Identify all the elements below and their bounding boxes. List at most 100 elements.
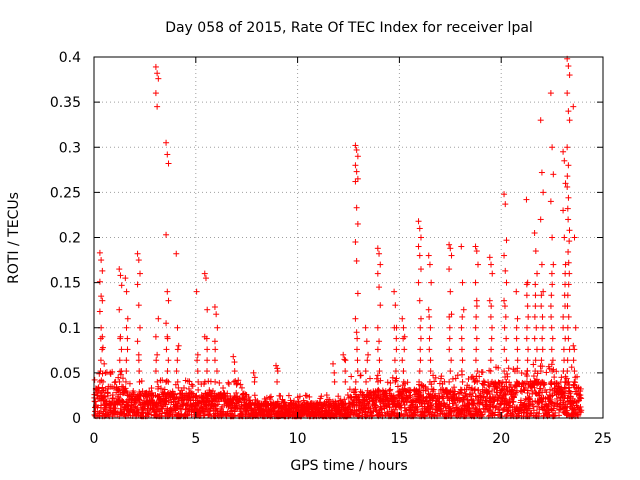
data-point — [425, 306, 432, 313]
data-point — [549, 144, 556, 151]
data-point — [564, 144, 571, 151]
data-point — [417, 315, 424, 322]
data-point — [204, 357, 211, 364]
data-point — [565, 313, 572, 320]
data-point — [123, 288, 130, 295]
data-point — [560, 148, 567, 155]
data-point — [172, 398, 179, 405]
data-point — [539, 313, 546, 320]
data-point — [172, 407, 179, 414]
data-point — [194, 399, 201, 406]
data-point — [274, 368, 281, 375]
data-point — [224, 390, 231, 397]
data-point — [204, 346, 211, 353]
data-point — [473, 346, 480, 353]
data-point — [101, 393, 108, 400]
data-point — [571, 234, 578, 241]
data-point — [97, 357, 104, 364]
x-tick-labels: 0 5 10 15 20 25 — [90, 431, 612, 447]
data-point — [523, 335, 530, 342]
data-point — [417, 234, 424, 241]
data-point — [274, 378, 281, 385]
data-point — [164, 368, 171, 375]
data-point — [565, 248, 572, 255]
data-point — [384, 379, 391, 386]
data-point — [163, 346, 170, 353]
data-point — [538, 261, 545, 268]
data-point — [135, 302, 142, 309]
data-point — [194, 357, 201, 364]
data-point — [502, 313, 509, 320]
data-point — [459, 279, 466, 286]
data-point — [417, 335, 424, 342]
data-point — [111, 385, 118, 392]
data-point — [135, 357, 142, 364]
data-point — [566, 270, 573, 277]
data-point — [340, 351, 347, 358]
data-point — [202, 275, 209, 282]
data-point — [393, 346, 400, 353]
data-point — [547, 303, 554, 310]
data-point — [211, 357, 218, 364]
data-point — [489, 270, 496, 277]
data-point — [417, 324, 424, 331]
data-point — [523, 292, 530, 299]
data-point — [548, 324, 555, 331]
data-point — [326, 396, 333, 403]
data-point — [417, 266, 424, 273]
data-point — [549, 335, 556, 342]
data-point — [353, 346, 360, 353]
data-point — [152, 402, 159, 409]
x-axis-label: GPS time / hours — [290, 458, 407, 474]
data-point — [94, 392, 101, 399]
data-point — [159, 377, 166, 384]
data-point — [374, 270, 381, 277]
data-point — [152, 90, 159, 97]
data-point — [472, 279, 479, 286]
data-point — [473, 335, 480, 342]
data-point — [501, 297, 508, 304]
data-point — [214, 401, 221, 408]
data-point — [399, 357, 406, 364]
data-point — [391, 357, 398, 364]
data-point — [425, 252, 432, 259]
data-point — [550, 366, 557, 373]
data-point — [551, 374, 558, 381]
data-point — [296, 393, 303, 400]
data-point — [199, 394, 206, 401]
data-point — [570, 357, 577, 364]
data-point — [273, 362, 280, 369]
data-point — [91, 376, 98, 383]
data-point — [488, 303, 495, 310]
data-point — [570, 103, 577, 110]
data-point — [568, 364, 575, 371]
data-point — [525, 313, 532, 320]
data-point — [514, 315, 521, 322]
data-point — [145, 391, 152, 398]
data-point — [459, 357, 466, 364]
data-point — [426, 346, 433, 353]
data-point — [550, 171, 557, 178]
data-point — [539, 346, 546, 353]
data-point — [417, 357, 424, 364]
data-point — [560, 313, 567, 320]
data-point — [558, 374, 565, 381]
data-point — [571, 378, 578, 385]
data-point — [447, 245, 454, 252]
data-point — [564, 90, 571, 97]
data-point — [251, 378, 258, 385]
data-point — [475, 387, 482, 394]
y-tick-labels: 0 0.05 0.1 0.15 0.2 0.25 0.3 0.35 0.4 — [50, 50, 81, 427]
data-point — [193, 288, 200, 295]
data-point — [537, 117, 544, 124]
data-point — [415, 279, 422, 286]
data-point — [377, 302, 384, 309]
data-point — [170, 390, 177, 397]
data-point — [547, 198, 554, 205]
data-point — [531, 229, 538, 236]
data-point — [473, 313, 480, 320]
data-point — [354, 335, 361, 342]
data-point — [548, 292, 555, 299]
data-point — [488, 335, 495, 342]
